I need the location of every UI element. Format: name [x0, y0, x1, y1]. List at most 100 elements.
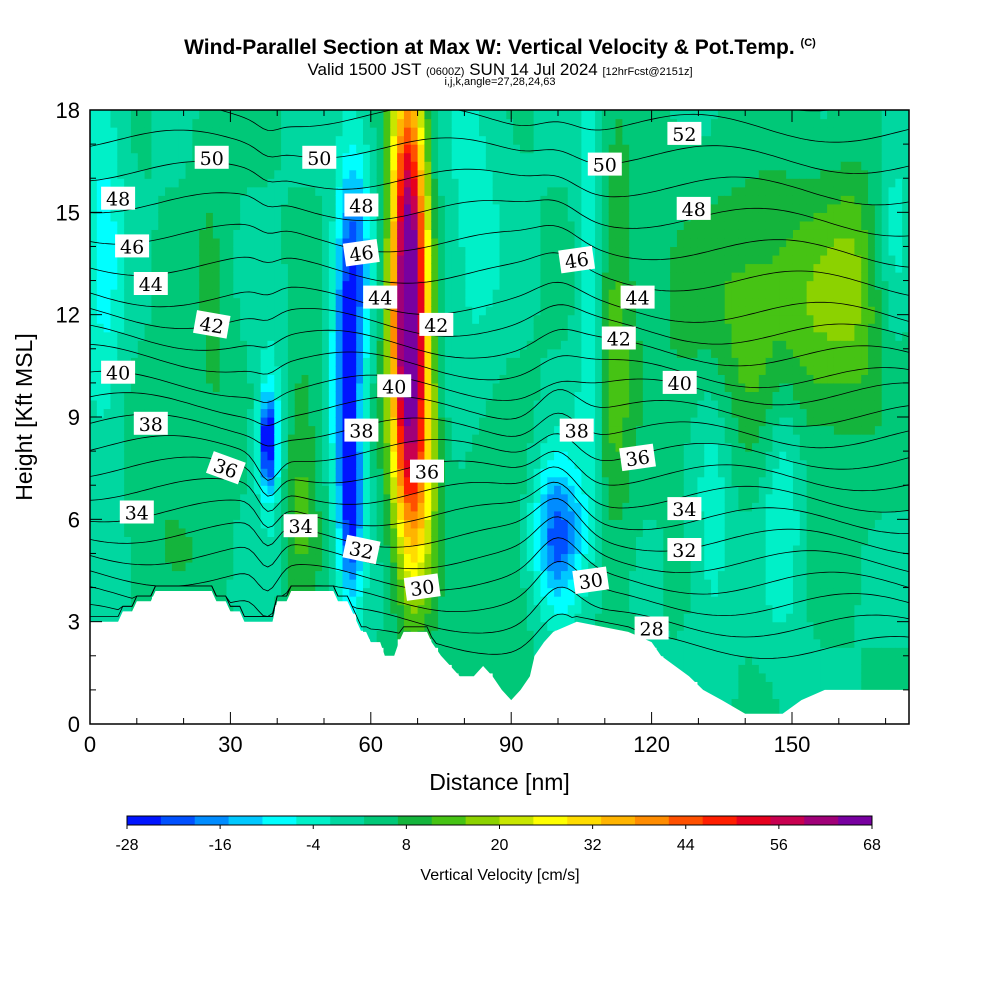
velocity-cell — [451, 314, 460, 324]
velocity-cell — [349, 587, 357, 597]
velocity-cell — [226, 493, 234, 503]
velocity-cell — [560, 476, 569, 486]
velocity-cell — [356, 382, 364, 393]
velocity-cell — [444, 280, 453, 290]
velocity-cell — [410, 331, 419, 341]
velocity-cell — [178, 161, 187, 171]
velocity-cell — [547, 272, 555, 282]
velocity-cell — [410, 254, 419, 265]
velocity-cell — [294, 382, 303, 393]
velocity-cell — [533, 621, 542, 631]
velocity-cell — [458, 246, 466, 256]
velocity-cell — [636, 127, 644, 137]
velocity-cell — [547, 519, 555, 529]
velocity-cell — [540, 553, 548, 563]
velocity-cell — [608, 425, 617, 435]
velocity-cell — [595, 186, 603, 196]
velocity-cell — [438, 604, 446, 614]
velocity-cell — [588, 229, 596, 239]
velocity-cell — [601, 587, 610, 597]
velocity-cell — [622, 502, 630, 512]
velocity-cell — [165, 127, 173, 137]
velocity-cell — [124, 587, 132, 597]
velocity-cell — [458, 638, 466, 648]
velocity-cell — [151, 442, 159, 452]
velocity-cell — [472, 502, 480, 512]
velocity-cell — [246, 246, 255, 256]
velocity-cell — [281, 135, 289, 145]
velocity-cell — [642, 476, 651, 486]
velocity-cell — [253, 229, 262, 239]
velocity-cell — [117, 579, 125, 589]
velocity-cell — [533, 152, 542, 162]
velocity-cell — [588, 127, 596, 137]
velocity-cell — [595, 289, 603, 299]
velocity-cell — [226, 399, 234, 410]
velocity-cell — [465, 425, 473, 435]
velocity-cell — [192, 485, 200, 495]
velocity-cell — [363, 519, 371, 529]
velocity-cell — [499, 613, 507, 623]
velocity-cell — [226, 434, 234, 444]
velocity-cell — [581, 203, 589, 213]
velocity-cell — [137, 118, 146, 128]
velocity-cell — [636, 169, 644, 179]
velocity-cell — [328, 110, 337, 120]
velocity-cell — [526, 544, 535, 555]
velocity-cell — [376, 246, 385, 256]
velocity-cell — [390, 110, 398, 120]
velocity-cell — [137, 135, 146, 145]
velocity-cell — [601, 118, 610, 128]
velocity-cell — [226, 203, 234, 213]
velocity-cell — [397, 237, 405, 248]
velocity-cell — [206, 485, 214, 495]
velocity-cell — [513, 152, 521, 162]
velocity-cell — [636, 527, 644, 537]
velocity-cell — [608, 596, 617, 606]
velocity-cell — [226, 280, 234, 290]
velocity-cell — [608, 613, 617, 623]
velocity-cell — [588, 399, 596, 410]
velocity-cell — [267, 357, 275, 367]
velocity-cell — [540, 417, 548, 427]
velocity-cell — [608, 178, 617, 188]
velocity-cell — [137, 451, 146, 461]
velocity-cell — [165, 169, 173, 179]
velocity-cell — [485, 357, 494, 367]
velocity-cell — [540, 391, 548, 401]
velocity-cell — [513, 434, 521, 444]
velocity-cell — [492, 374, 501, 384]
velocity-cell — [390, 186, 398, 196]
velocity-cell — [438, 195, 446, 205]
velocity-cell — [506, 297, 514, 307]
velocity-cell — [178, 331, 187, 341]
velocity-cell — [103, 297, 112, 307]
velocity-cell — [560, 451, 569, 461]
velocity-cell — [260, 391, 269, 401]
velocity-cell — [581, 237, 589, 248]
velocity-cell — [540, 237, 548, 248]
velocity-cell — [349, 357, 357, 367]
velocity-cell — [397, 485, 405, 495]
velocity-cell — [124, 272, 132, 282]
velocity-cell — [642, 434, 651, 444]
velocity-cell — [629, 510, 637, 520]
velocity-cell — [574, 476, 582, 486]
velocity-cell — [513, 348, 521, 358]
velocity-cell — [479, 647, 487, 657]
velocity-cell — [124, 254, 132, 265]
velocity-cell — [533, 212, 542, 222]
velocity-cell — [560, 365, 569, 375]
velocity-cell — [267, 195, 275, 205]
velocity-cell — [499, 323, 507, 333]
velocity-cell — [287, 272, 296, 282]
velocity-cell — [540, 374, 548, 384]
velocity-cell — [581, 110, 589, 120]
velocity-cell — [110, 254, 118, 265]
velocity-cell — [137, 178, 146, 188]
velocity-cell — [246, 348, 255, 358]
velocity-cell — [485, 144, 494, 154]
velocity-cell — [294, 399, 303, 410]
velocity-cell — [595, 527, 603, 537]
